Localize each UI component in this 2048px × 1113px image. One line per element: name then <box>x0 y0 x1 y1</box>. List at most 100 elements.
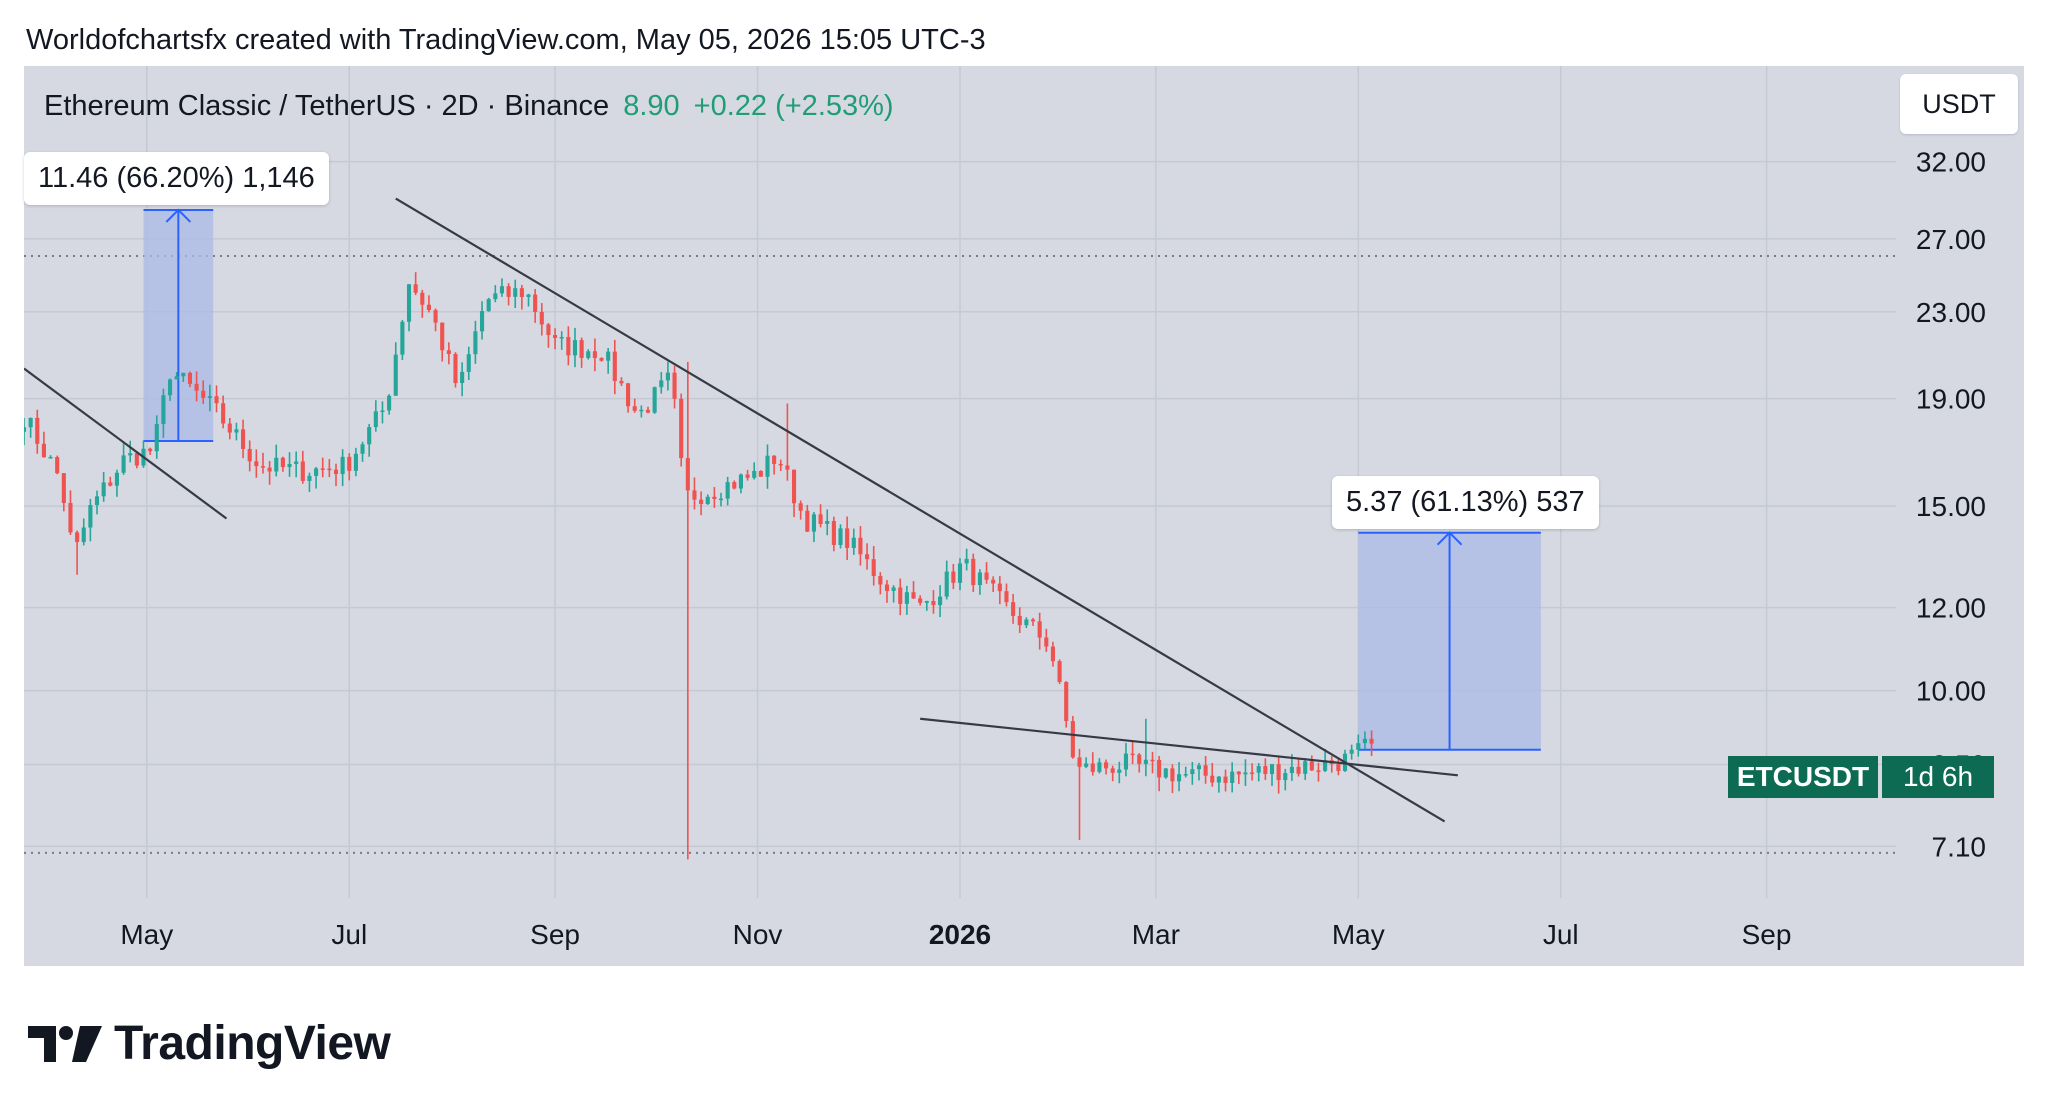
candle-body <box>1283 773 1288 781</box>
candle-body <box>1030 619 1036 622</box>
candle-body <box>340 456 345 475</box>
tradingview-logo-icon <box>28 1025 102 1062</box>
y-axis-tick-label: 32.00 <box>1916 147 1986 178</box>
candle-body <box>997 583 1002 592</box>
candle-body <box>526 294 531 298</box>
candle-body <box>101 482 106 497</box>
candle-body <box>665 372 670 381</box>
candle-body <box>918 598 923 603</box>
candle-body <box>373 411 378 428</box>
candle-body <box>632 406 637 411</box>
candle-body <box>911 592 916 599</box>
candle-body <box>1123 753 1129 770</box>
candle-body <box>924 601 929 603</box>
candle-body <box>108 482 113 486</box>
candle-body <box>1150 759 1155 762</box>
candle-body <box>1309 761 1314 771</box>
candle-body <box>1070 721 1075 758</box>
candle-body <box>1077 757 1082 767</box>
candle-body <box>951 571 956 583</box>
candle-body <box>1250 772 1255 774</box>
candle-body <box>745 474 750 478</box>
candle-body <box>1090 763 1095 772</box>
measure-arrow-head <box>165 208 192 223</box>
candle-body <box>1064 681 1069 722</box>
candle-body <box>499 286 505 294</box>
candle-body <box>1356 743 1361 750</box>
price-chart[interactable]: 7.108.5010.0012.0015.0019.0023.0027.0032… <box>24 66 2024 966</box>
candle-body <box>300 461 305 481</box>
candle-body <box>559 336 564 339</box>
candle-body <box>433 310 438 323</box>
candle-body <box>791 469 797 504</box>
candle-body <box>1336 764 1341 771</box>
candle-body <box>506 286 511 297</box>
candle-body <box>931 601 936 606</box>
candle-body <box>838 528 843 545</box>
candle-body <box>406 284 412 322</box>
x-axis-tick-label: Sep <box>530 919 580 950</box>
candle-body <box>493 293 498 300</box>
x-axis-tick-label: Sep <box>1742 919 1792 950</box>
candle-body <box>214 396 219 404</box>
candle-body <box>247 448 252 462</box>
candle-body <box>221 403 226 424</box>
candle-body <box>878 576 883 585</box>
currency-button[interactable]: USDT <box>1900 74 2018 134</box>
candle-body <box>1011 602 1016 616</box>
candle-body <box>1110 768 1115 773</box>
candle-body <box>519 288 524 298</box>
candle-body <box>440 322 445 351</box>
y-axis-tick-label: 19.00 <box>1916 384 1986 415</box>
candle-body <box>1269 764 1275 775</box>
candle-body <box>758 470 763 477</box>
candle-body <box>413 284 418 293</box>
candle-body <box>845 528 850 548</box>
candle-body <box>294 461 299 464</box>
candle-body <box>566 336 571 356</box>
candle-body <box>652 387 657 413</box>
candle-body <box>606 351 611 361</box>
candle-body <box>88 505 93 528</box>
candle-body <box>679 398 684 459</box>
candle-body <box>167 379 173 396</box>
candle-body <box>938 596 943 606</box>
candle-body <box>154 424 159 452</box>
candle-body <box>207 396 212 398</box>
candle-body <box>48 457 53 459</box>
candle-body <box>626 383 631 407</box>
candle-body <box>1037 621 1042 638</box>
price-change: +0.22 (+2.53%) <box>693 90 894 122</box>
x-axis-tick-label: Nov <box>733 919 783 950</box>
candle-body <box>811 514 817 532</box>
candle-body <box>367 427 372 445</box>
candle-body <box>1177 774 1182 782</box>
candle-body <box>486 299 491 312</box>
candle-body <box>772 455 777 464</box>
candle-body <box>453 353 458 384</box>
candle-body <box>174 376 179 380</box>
candle-body <box>592 351 597 359</box>
candle-body <box>1004 591 1009 603</box>
candle-body <box>94 496 100 506</box>
candle-body <box>333 469 339 475</box>
trendline <box>395 197 1446 823</box>
bar-countdown-tag: 1d 6h <box>1882 756 1994 798</box>
candle-body <box>61 473 66 504</box>
candle-body <box>1289 766 1294 774</box>
chart-area[interactable]: 7.108.5010.0012.0015.0019.0023.0027.0032… <box>24 66 2024 966</box>
candle-body <box>1050 646 1055 662</box>
y-axis-tick-label: 10.00 <box>1916 676 1986 707</box>
candle-body <box>81 527 86 543</box>
candle-body <box>1323 760 1328 771</box>
x-axis-tick-label: Jul <box>331 919 367 950</box>
tradingview-logo[interactable]: TradingView <box>28 1016 391 1071</box>
candle-body <box>254 461 259 467</box>
candle-body <box>825 521 830 524</box>
candle-body <box>1137 754 1142 764</box>
candle-body <box>699 499 704 505</box>
candle-body <box>1216 776 1221 783</box>
candle-body <box>831 521 836 545</box>
candle-body <box>360 444 365 454</box>
candle-body <box>28 417 33 428</box>
